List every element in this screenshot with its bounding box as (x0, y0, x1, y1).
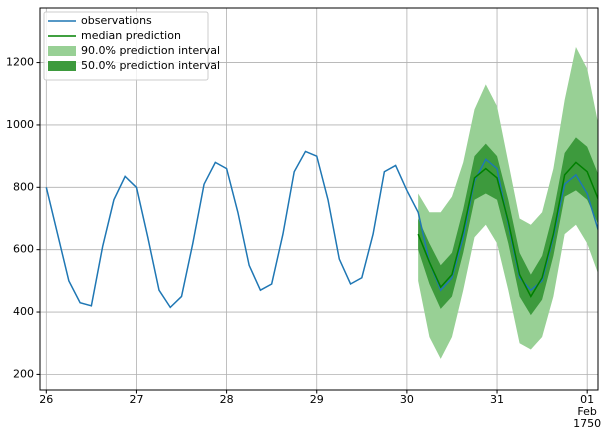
y-tick-label: 400 (13, 305, 34, 318)
x-tick-label: 27 (129, 393, 144, 406)
x-tick-label: 26 (39, 393, 54, 406)
legend-label: 50.0% prediction interval (81, 59, 220, 72)
y-tick-label: 800 (13, 180, 34, 193)
legend-label: 90.0% prediction interval (81, 44, 220, 57)
y-tick-label: 600 (13, 243, 34, 256)
series-line (417, 161, 598, 298)
plot-frame (39, 7, 599, 391)
legend-swatch (48, 61, 76, 71)
legend-label: observations (81, 14, 152, 27)
y-tick-label: 1200 (6, 56, 34, 69)
x-tick-label: 31 (490, 393, 505, 406)
legend-box (43, 11, 209, 81)
x-tick-label: 01 Feb 1750 (573, 393, 602, 430)
x-tick-label: 28 (219, 393, 234, 406)
x-tick-label: 29 (309, 393, 324, 406)
y-tick-label: 1000 (6, 118, 34, 131)
legend-swatch (48, 46, 76, 56)
x-tick-label: 30 (399, 393, 414, 406)
legend-label: median prediction (81, 29, 181, 42)
y-tick-label: 200 (13, 367, 34, 380)
